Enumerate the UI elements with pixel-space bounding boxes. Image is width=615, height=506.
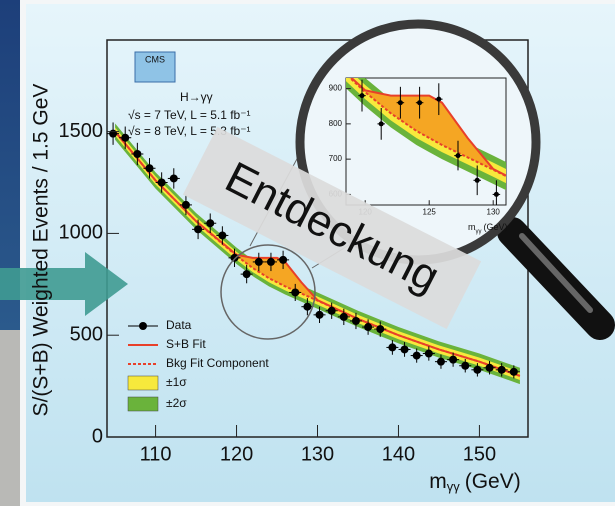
y-tick-label: 0	[92, 425, 103, 447]
x-title-subscript: γγ	[447, 479, 461, 494]
data-point	[417, 100, 422, 105]
y-axis-title: S/(S+B) Weighted Events / 1.5 GeV	[30, 84, 53, 417]
data-point	[255, 258, 263, 266]
x-title-subscript: γγ	[476, 229, 482, 235]
data-point	[498, 366, 506, 374]
x-tick-label: 150	[463, 443, 496, 465]
data-point	[376, 325, 384, 333]
data-point	[436, 97, 441, 102]
data-point	[352, 317, 360, 325]
data-point	[194, 225, 202, 233]
data-point	[401, 345, 409, 353]
data-point	[182, 201, 190, 209]
data-point	[437, 358, 445, 366]
lumi: √s = 7 TeV, L = 5.1 fb⁻¹	[128, 108, 251, 122]
x-tick-label: 130	[301, 443, 334, 465]
x-title-symbol: m	[429, 470, 447, 493]
x-title-unit: (GeV)	[484, 222, 508, 232]
data-point	[473, 366, 481, 374]
data-point	[475, 178, 480, 183]
y-tick-label: 800	[329, 119, 343, 128]
data-point	[146, 164, 154, 172]
legend-marker	[139, 322, 147, 330]
data-point	[486, 364, 494, 372]
legend-label: S+B Fit	[166, 337, 206, 351]
data-point	[328, 307, 336, 315]
data-point	[170, 174, 178, 182]
channel: H→γγ	[180, 90, 213, 104]
data-point	[449, 356, 457, 364]
legend-swatch	[128, 376, 158, 390]
data-point	[279, 256, 287, 264]
x-tick-label: 130	[487, 207, 501, 216]
chart: 110120130140150050010001500 CMS H→γγ √s …	[0, 0, 615, 506]
experiment: CMS	[145, 54, 165, 64]
data-point	[303, 303, 311, 311]
data-point	[510, 368, 518, 376]
legend-label: ±2σ	[166, 396, 187, 410]
data-point	[364, 323, 372, 331]
data-point	[340, 313, 348, 321]
legend-label: ±1σ	[166, 375, 187, 389]
x-tick-label: 120	[220, 443, 253, 465]
data-point	[413, 352, 421, 360]
data-point	[231, 254, 239, 262]
x-tick-label: 140	[382, 443, 415, 465]
y-tick-label: 500	[70, 323, 103, 345]
y-tick-label: 700	[329, 154, 343, 163]
data-point	[494, 192, 499, 197]
x-tick-label: 125	[423, 207, 437, 216]
data-point	[267, 258, 275, 266]
data-point	[461, 362, 469, 370]
data-point	[206, 219, 214, 227]
data-point	[398, 100, 403, 105]
data-point	[388, 343, 396, 351]
data-point	[158, 179, 166, 187]
x-title-unit: (GeV)	[465, 470, 521, 493]
y-tick-label: 900	[329, 84, 343, 93]
legend-label: Data	[166, 318, 192, 332]
x-title-symbol: m	[468, 222, 476, 232]
data-point	[456, 153, 461, 158]
x-tick-label: 110	[140, 443, 172, 465]
data-point	[243, 270, 251, 278]
legend-label: Bkg Fit Component	[166, 356, 269, 370]
data-point	[360, 93, 365, 98]
y-tick-label: 1500	[59, 120, 104, 142]
data-point	[218, 231, 226, 239]
data-point	[316, 311, 324, 319]
data-point	[133, 150, 141, 158]
legend-swatch	[128, 397, 158, 411]
data-point	[291, 288, 299, 296]
data-point	[109, 130, 117, 138]
x-axis-title: mγγ (GeV)	[429, 470, 521, 495]
data-point	[379, 121, 384, 126]
y-tick-label: 1000	[59, 222, 104, 244]
data-point	[425, 350, 433, 358]
